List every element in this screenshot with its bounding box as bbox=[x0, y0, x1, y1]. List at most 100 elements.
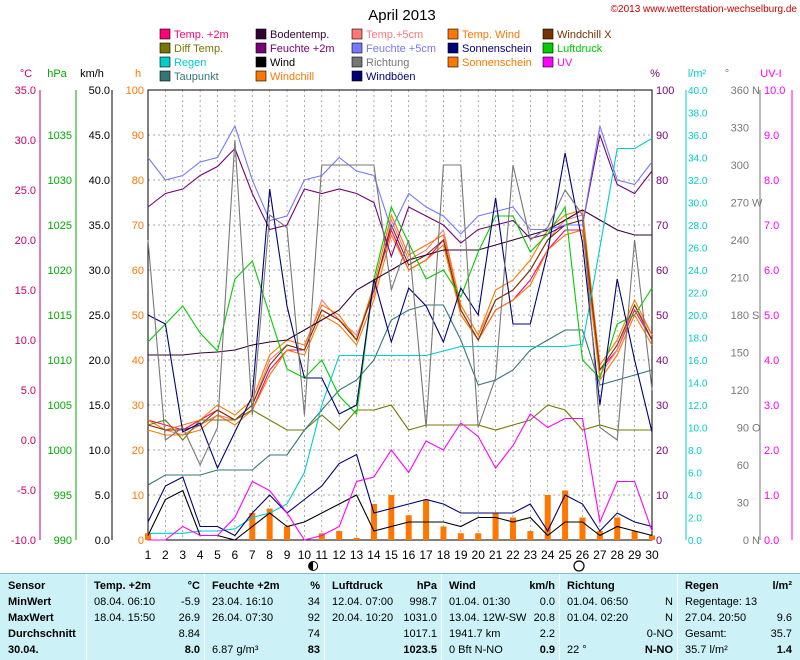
legend-swatch bbox=[159, 28, 171, 40]
table-cell-value: 1023.5 bbox=[403, 644, 437, 656]
axis-tick-label: 35.0 bbox=[15, 85, 36, 97]
sunshine-bar bbox=[457, 533, 464, 540]
row-label: 30.04. bbox=[8, 644, 39, 656]
axis-tick-label: 50.0 bbox=[89, 85, 110, 97]
axis-tick-label: 0 bbox=[743, 535, 749, 547]
axis-tick-label: 30 bbox=[656, 400, 668, 412]
axis-tick-label: 36.0 bbox=[688, 131, 708, 142]
axis-tick-label: 2.0 bbox=[764, 445, 779, 457]
series-line bbox=[147, 209, 653, 431]
x-tick-label: 3 bbox=[179, 548, 186, 562]
axis-tick-label: -10.0 bbox=[11, 535, 36, 547]
axis-tick-label: 1025 bbox=[48, 220, 72, 232]
table-cell-label: 22 ° bbox=[567, 644, 587, 656]
axis-tick-label: 30.0 bbox=[89, 265, 110, 277]
series-line bbox=[148, 137, 653, 534]
axis-tick-label: 360 bbox=[731, 85, 749, 97]
sunshine-bar bbox=[388, 495, 395, 540]
axis-tick-label: 120 bbox=[731, 385, 749, 397]
legend-label: Bodentemp. bbox=[270, 29, 329, 41]
legend-swatch bbox=[159, 42, 171, 54]
sunshine-bar bbox=[353, 537, 360, 540]
column-separator bbox=[441, 574, 442, 660]
sunshine-bar bbox=[145, 533, 151, 540]
table-header: Luftdruck bbox=[332, 580, 383, 592]
row-label: Durchschnitt bbox=[8, 628, 76, 640]
axis-tick-label: 2.0 bbox=[688, 514, 702, 525]
axis-tick-label: 10 bbox=[656, 490, 668, 502]
axis-tick-label: 30 bbox=[737, 498, 749, 510]
axis-tick-label: 15.0 bbox=[15, 285, 36, 297]
sunshine-bar bbox=[284, 526, 291, 540]
series-line bbox=[147, 489, 653, 541]
table-cell-value: 34 bbox=[307, 596, 320, 608]
moon-phase-icon bbox=[308, 561, 314, 571]
legend-label: Feuchte +5cm bbox=[366, 43, 436, 55]
sunshine-bar bbox=[336, 531, 343, 540]
axis-tick-label: 995 bbox=[54, 490, 72, 502]
table-cell-label: 26.04. 07:30 bbox=[212, 612, 274, 624]
x-tick-label: 23 bbox=[524, 548, 538, 562]
compass-label: W bbox=[752, 198, 763, 210]
axis-tick-label: 1030 bbox=[48, 175, 72, 187]
legend-label: Windböen bbox=[366, 71, 416, 83]
x-tick-label: 8 bbox=[266, 548, 273, 562]
series-line bbox=[147, 124, 653, 235]
table-cell-label: 01.04. 02:20 bbox=[567, 612, 629, 624]
x-tick-label: 24 bbox=[541, 548, 555, 562]
legend-swatch bbox=[255, 42, 267, 54]
legend-swatch bbox=[447, 42, 459, 54]
table-cell-value: 8.0 bbox=[184, 644, 200, 656]
axis-unit-label: h bbox=[135, 68, 141, 80]
axis-unit-label: % bbox=[650, 68, 660, 80]
axis-tick-label: 100 bbox=[126, 85, 144, 97]
axis-tick-label: 1020 bbox=[48, 265, 72, 277]
sunshine-bar bbox=[509, 517, 516, 540]
x-tick-label: 21 bbox=[489, 548, 503, 562]
table-cell-value: 1031.0 bbox=[403, 612, 437, 624]
axis-tick-label: 20.0 bbox=[89, 355, 110, 367]
legend-label: Regen bbox=[174, 57, 206, 69]
table-header: Feuchte +2m bbox=[212, 580, 280, 592]
moon-phase-icon bbox=[573, 560, 585, 572]
table-cell-label: 6.87 g/m³ bbox=[212, 644, 259, 656]
table-header: Sensor bbox=[8, 580, 46, 592]
axis-tick-label: 5.0 bbox=[95, 490, 110, 502]
axis-tick-label: 60 bbox=[737, 460, 749, 472]
series-line bbox=[147, 139, 653, 467]
axis-tick-label: 4.0 bbox=[764, 355, 779, 367]
legend-label: Windchill X bbox=[557, 29, 612, 41]
table-cell-value: 26.9 bbox=[178, 612, 200, 624]
series-line bbox=[147, 219, 653, 431]
x-tick-label: 20 bbox=[472, 548, 486, 562]
legend-label: Sonnenschein bbox=[462, 57, 532, 69]
x-tick-label: 12 bbox=[332, 548, 346, 562]
chart-axes: °C 35.0 30.0 25.0 20.0 15.0 10.0 5.0 0.0 -5.0 -10.… bbox=[11, 68, 793, 547]
axis-tick-label: 12.0 bbox=[688, 401, 708, 412]
x-axis: 1 2 3 4 5 6 7 8 9 10 11 12 13 14 15 16 17 18 19 20 21 22 23 24 2… bbox=[145, 548, 659, 572]
legend-swatch bbox=[351, 42, 363, 54]
axis-tick-label: 90 bbox=[656, 130, 668, 142]
table-cell-value: 92 bbox=[307, 612, 320, 624]
x-tick-label: 7 bbox=[249, 548, 256, 562]
table-header: Wind bbox=[449, 580, 476, 592]
legend-swatch bbox=[351, 70, 363, 82]
axis-tick-label: 30 bbox=[132, 400, 144, 412]
axis-tick-label: 70 bbox=[656, 220, 668, 232]
series-line bbox=[147, 404, 652, 441]
x-tick-label: 4 bbox=[197, 548, 204, 562]
axis-tick-label: 3.0 bbox=[764, 400, 779, 412]
axis-tick-label: 0.0 bbox=[764, 535, 779, 547]
axis-unit-label: ° bbox=[725, 68, 729, 80]
x-tick-label: 29 bbox=[628, 548, 642, 562]
table-cell-value: 0.0 bbox=[539, 596, 555, 608]
legend-label: Wind bbox=[270, 57, 295, 69]
legend-swatch bbox=[255, 70, 267, 82]
table-cell-label: 27.04. 20:50 bbox=[685, 612, 747, 624]
axis-tick-label: 1015 bbox=[48, 310, 72, 322]
axis-tick-label: 30.0 bbox=[15, 135, 36, 147]
series-line bbox=[147, 205, 653, 416]
legend-swatch bbox=[542, 42, 554, 54]
series-lines bbox=[147, 124, 653, 541]
legend-label: Sonnenschein bbox=[462, 43, 532, 55]
